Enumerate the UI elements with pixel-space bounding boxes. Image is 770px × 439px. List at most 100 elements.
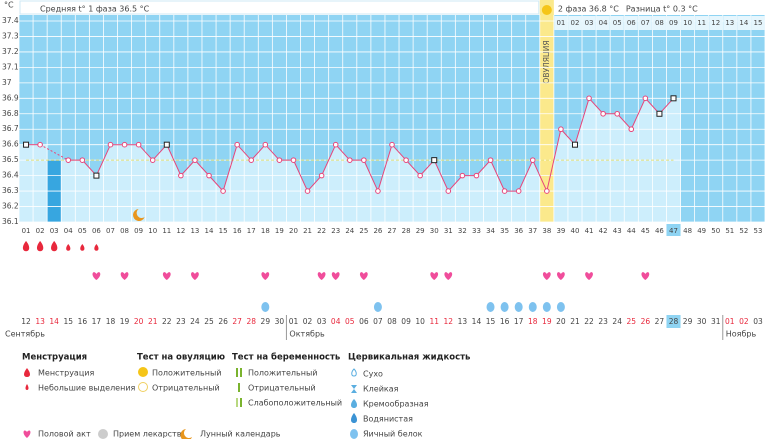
- x-tick-label: 24: [345, 227, 354, 235]
- spotting: [66, 244, 71, 251]
- temperature-point: [121, 141, 128, 148]
- date-label: 21: [148, 317, 158, 326]
- intercourse: [430, 272, 439, 280]
- temperature-point: [262, 141, 269, 148]
- x-tick-label: 53: [754, 227, 763, 235]
- phase2-day: 05: [613, 19, 622, 27]
- temperature-point: [600, 110, 606, 117]
- intercourse: [317, 272, 326, 280]
- x-tick-label: 30: [430, 227, 439, 235]
- date-label: 03: [753, 317, 763, 326]
- legend-icon: [180, 429, 192, 439]
- date-label: 12: [444, 317, 454, 326]
- legend-title: Тест на овуляцию: [137, 353, 225, 363]
- legend-item: Яичный белок: [363, 430, 423, 439]
- phase2-cell: [652, 16, 666, 30]
- date-label: 18: [528, 317, 538, 326]
- plot: °C Средняя t° 1 фаза 36.5 °C 2 фаза 36.8 °…: [2, 0, 766, 340]
- x-tick-label: 10: [148, 227, 157, 235]
- x-tick-label: 15: [219, 227, 228, 235]
- temperature-point: [290, 157, 297, 163]
- temperature-point: [529, 157, 536, 163]
- legend-item: Клейкая: [363, 385, 399, 394]
- x-tick-label: 08: [120, 227, 129, 235]
- unit-label: °C: [4, 1, 14, 10]
- temperature-point: [515, 188, 522, 194]
- date-label: 21: [570, 317, 580, 326]
- legend-icon: [23, 430, 31, 438]
- date-label: 28: [669, 317, 679, 326]
- egg-white: [373, 302, 382, 312]
- phase1-stats: Средняя t° 1 фаза 36.5 °C: [40, 5, 150, 14]
- phase2-day: 07: [641, 19, 650, 27]
- egg-white: [542, 302, 551, 312]
- intercourse: [92, 272, 101, 280]
- x-tick-label: 40: [571, 227, 580, 235]
- legend-item: Половой акт: [38, 430, 91, 439]
- menstruation: [51, 241, 58, 252]
- phase2-stats: 2 фаза 36.8 °C: [558, 5, 619, 14]
- x-tick-label: 05: [78, 227, 87, 235]
- x-tick-label: 04: [64, 227, 73, 235]
- x-tick-label: 51: [725, 227, 734, 235]
- phase2-cell: [695, 16, 709, 30]
- phase2-day: 02: [571, 19, 580, 27]
- header-cell: [19, 0, 540, 15]
- temperature-point: [544, 188, 550, 194]
- temperature-point: [501, 188, 508, 194]
- phase2-day: 06: [627, 19, 636, 27]
- phase2-cell: [751, 16, 765, 30]
- temperature-point: [37, 141, 43, 148]
- legend-icon: [25, 384, 29, 390]
- y-tick-label: 37.4: [2, 16, 19, 25]
- date-label: 26: [218, 317, 228, 326]
- ovulation-column: [539, 0, 554, 222]
- temperature-point: [558, 126, 564, 133]
- x-tick-label: 01: [22, 227, 31, 235]
- x-tick-label: 27: [388, 227, 397, 235]
- temperature-point: [571, 141, 578, 148]
- date-label: 12: [21, 317, 31, 326]
- x-tick-label: 20: [289, 227, 298, 235]
- legend-item: Слабоположительный: [248, 399, 342, 408]
- phase2-cell: [638, 16, 652, 30]
- temperature-point: [670, 95, 677, 102]
- intercourse: [585, 272, 593, 280]
- date-label: 19: [120, 317, 130, 326]
- temperature-point: [65, 157, 72, 163]
- phase2-day: 11: [697, 19, 706, 27]
- date-label: 22: [162, 317, 172, 326]
- y-tick-label: 36.6: [2, 140, 19, 149]
- date-label: 06: [359, 317, 369, 326]
- legend-title: Тест на беременность: [232, 352, 340, 363]
- date-label: 26: [641, 317, 651, 326]
- x-tick-label: 28: [402, 227, 411, 235]
- x-tick-label: 07: [106, 227, 115, 235]
- x-tick-label: 18: [261, 227, 270, 235]
- temperature-point: [656, 110, 663, 117]
- date-label: 19: [542, 317, 552, 326]
- phase2-day: 04: [599, 19, 608, 27]
- temperature-point: [135, 141, 142, 148]
- temperature-point: [192, 157, 198, 163]
- date-label: 30: [275, 317, 285, 326]
- temperature-point: [332, 141, 339, 148]
- y-tick-label: 36.1: [2, 217, 19, 226]
- phase2-cell: [737, 16, 751, 30]
- date-label: 16: [500, 317, 510, 326]
- temperature-point: [220, 188, 226, 194]
- x-tick-label: 06: [92, 227, 101, 235]
- y-tick-label: 36.2: [2, 202, 19, 211]
- intercourse: [331, 272, 340, 280]
- x-tick-label: 33: [472, 227, 481, 235]
- menstruation: [36, 241, 44, 252]
- legend-icon: [351, 385, 357, 393]
- temperature-point: [304, 188, 311, 194]
- date-label: 13: [458, 317, 468, 326]
- legend-item: Кремообразная: [363, 400, 429, 409]
- phase2-day: 08: [655, 19, 664, 27]
- date-label: 14: [49, 317, 59, 326]
- temperature-point: [614, 110, 621, 117]
- today-cell: [666, 224, 681, 236]
- x-tick-label: 17: [247, 227, 256, 235]
